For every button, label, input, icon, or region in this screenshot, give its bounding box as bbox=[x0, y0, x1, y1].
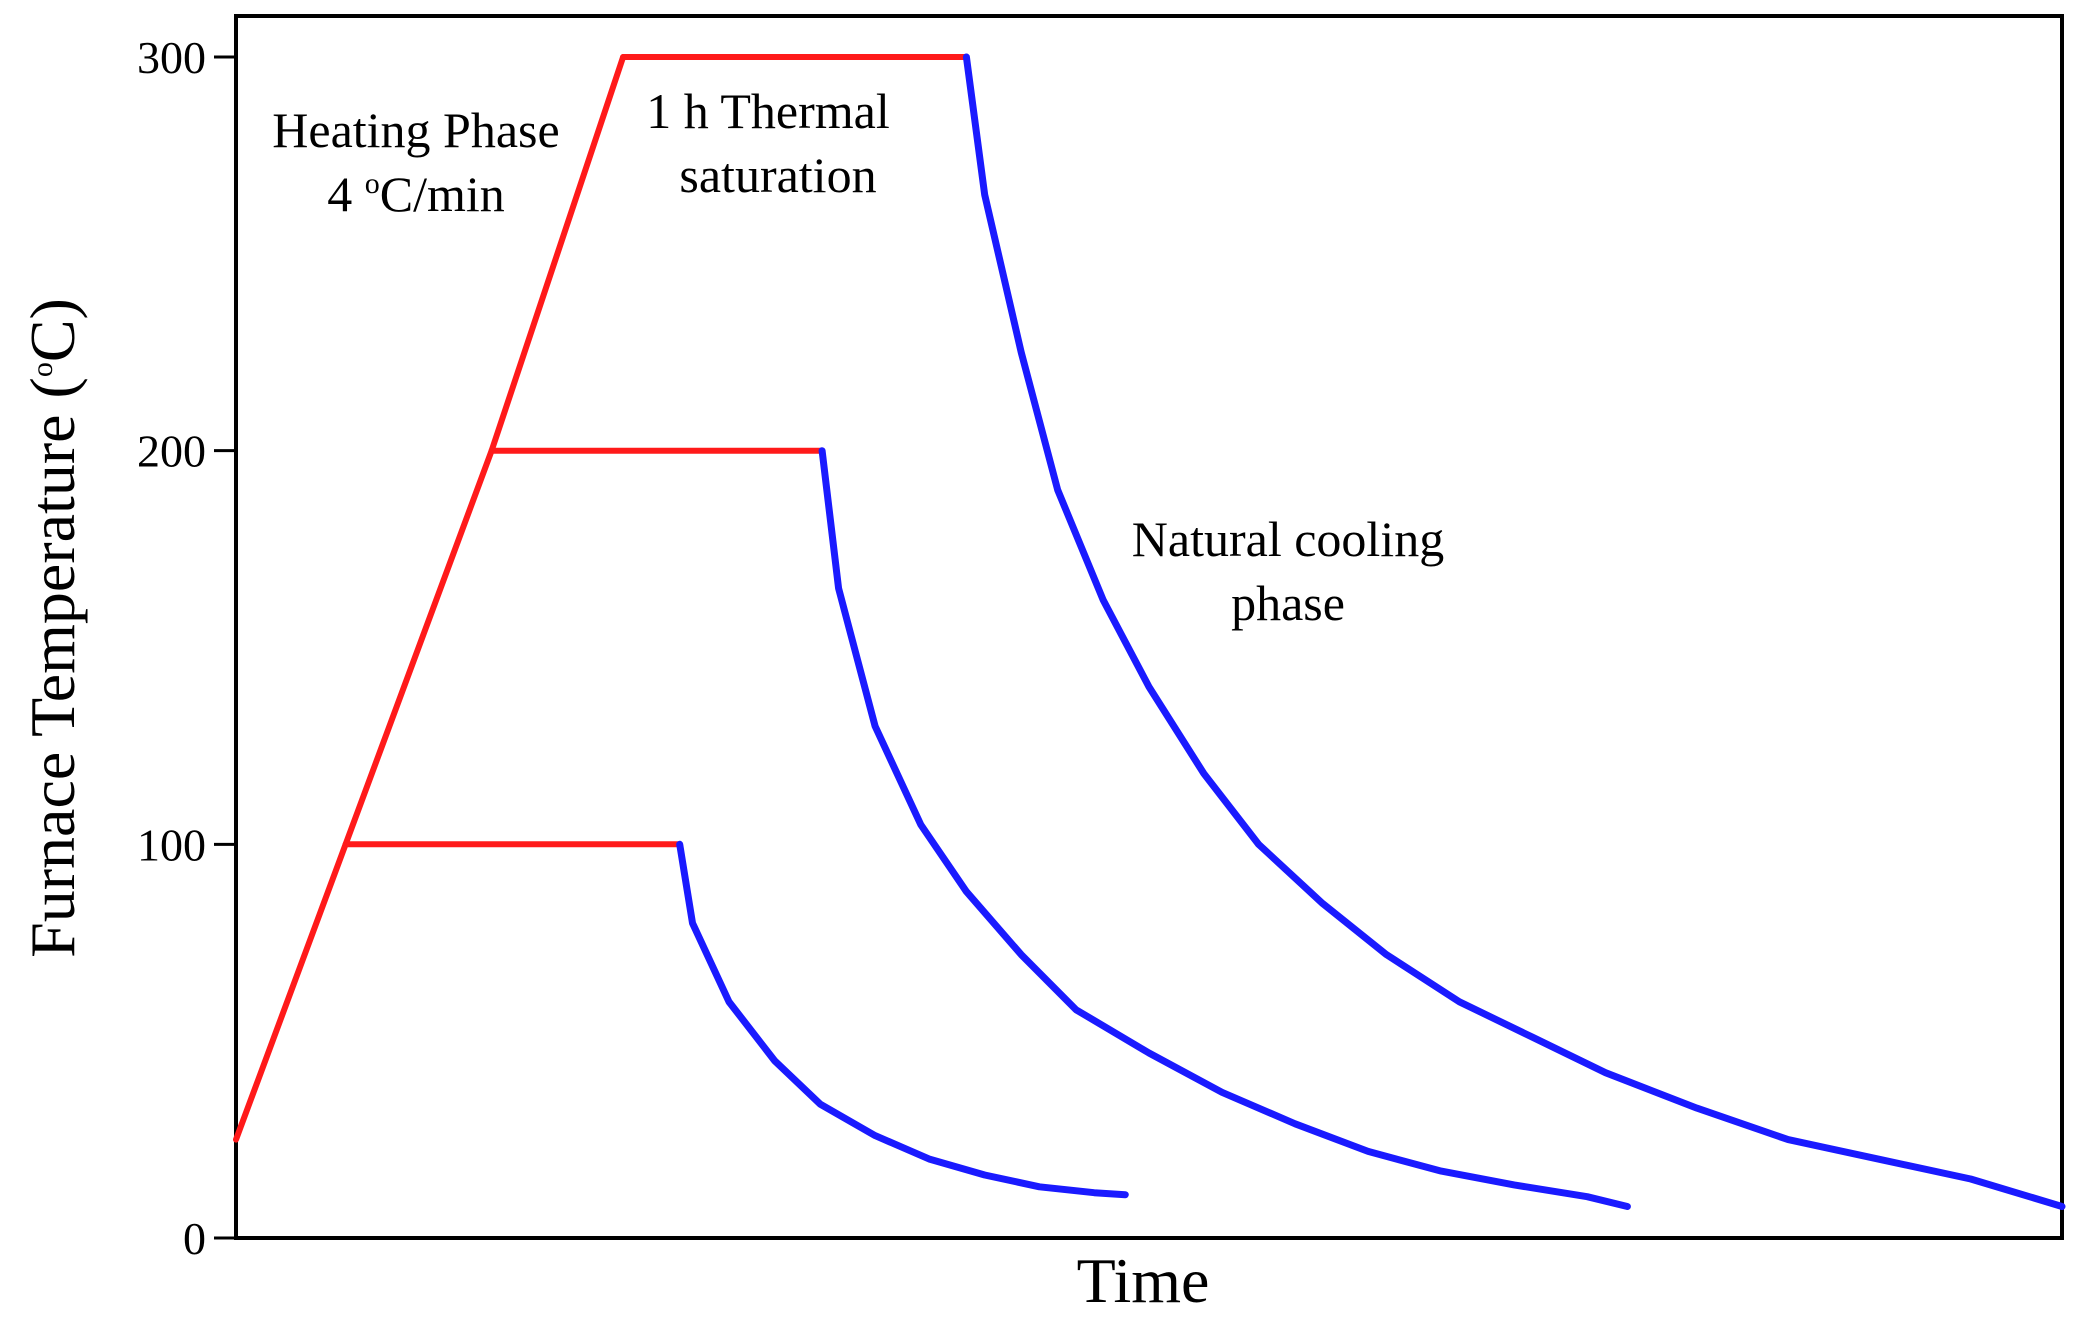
series-line-4 bbox=[676, 840, 1129, 1199]
y-tick-label-300: 300 bbox=[137, 32, 206, 83]
annotation-cooling-line1: Natural cooling bbox=[1132, 511, 1444, 567]
annotation-saturation-line2: saturation bbox=[679, 147, 876, 203]
y-tick-label-100: 100 bbox=[137, 819, 206, 870]
plot-frame bbox=[234, 14, 2064, 1240]
series-line-5 bbox=[818, 447, 1631, 1210]
annotation-saturation-line1: 1 h Thermal bbox=[646, 83, 889, 139]
y-axis-title: Furnace Temperature (oC) bbox=[17, 298, 88, 958]
series-line-6 bbox=[962, 53, 2066, 1210]
series-layer bbox=[233, 53, 2066, 1210]
y-tick-label-0: 0 bbox=[183, 1213, 206, 1264]
x-axis-title: Time bbox=[1077, 1245, 1210, 1316]
y-axis-ticks: 0 100 200 300 bbox=[137, 32, 236, 1264]
annotation-heating-rate: 4 oC/min bbox=[327, 166, 505, 222]
y-tick-label-200: 200 bbox=[137, 426, 206, 477]
annotation-cooling-line2: phase bbox=[1231, 575, 1345, 631]
annotation-heating-line1: Heating Phase bbox=[272, 102, 559, 158]
series-line-0 bbox=[233, 54, 627, 1143]
